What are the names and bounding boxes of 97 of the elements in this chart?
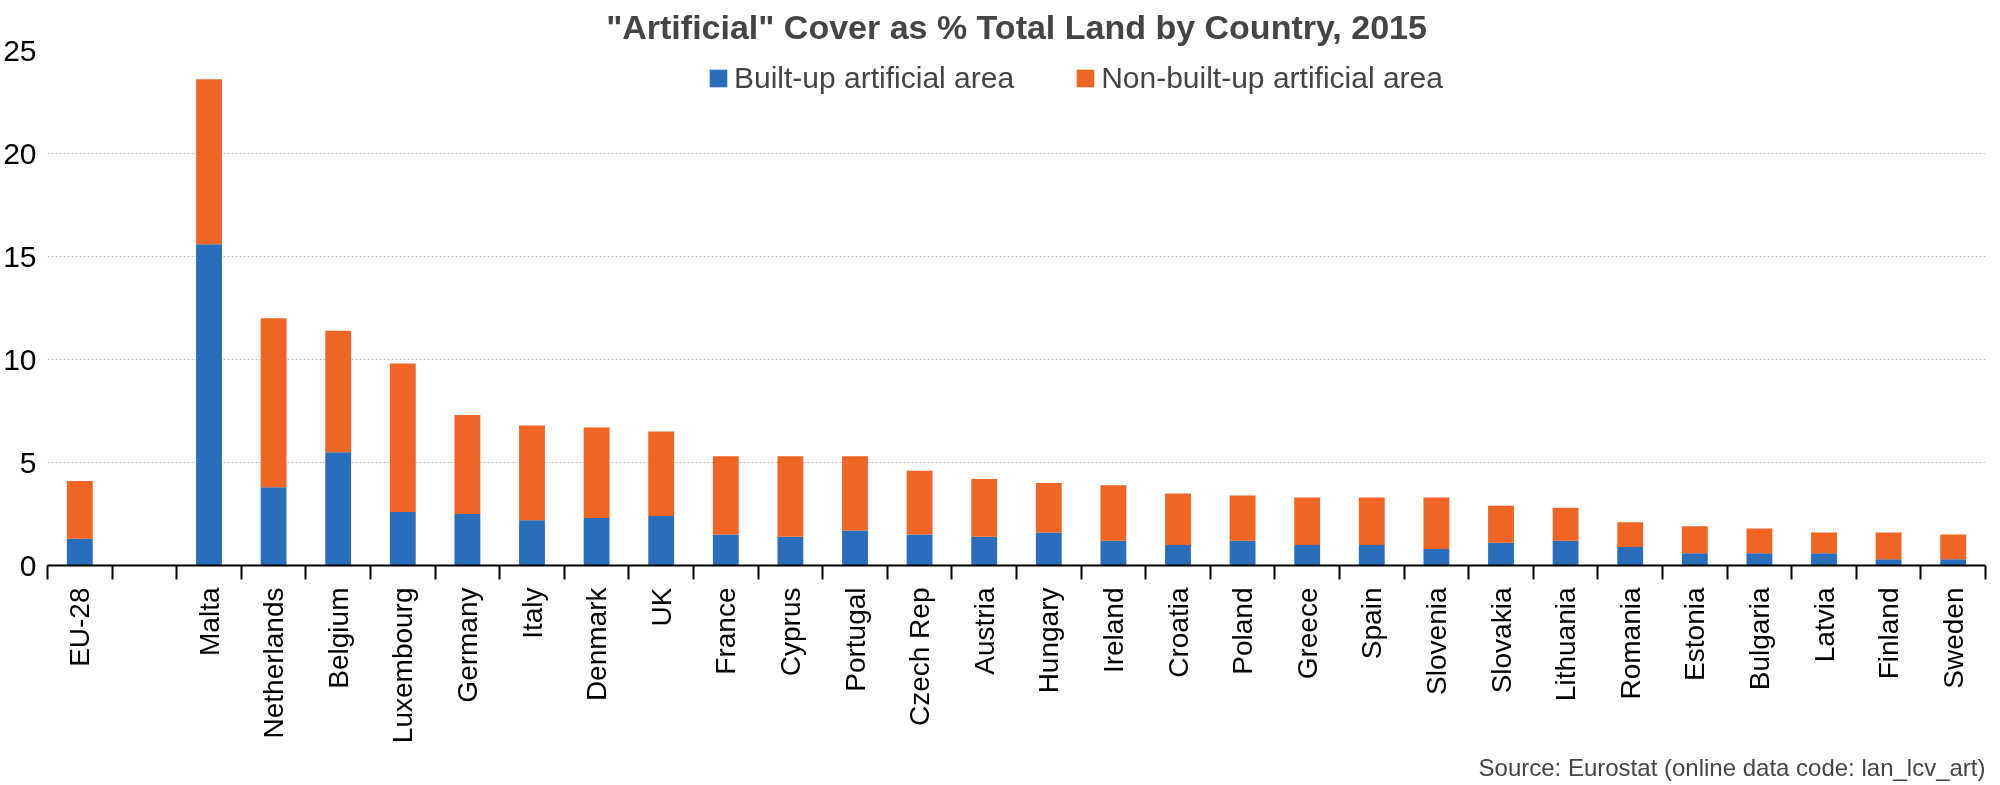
bar <box>1165 544 1191 566</box>
bar <box>712 456 739 535</box>
bar <box>971 478 998 537</box>
x-tick-label: Poland <box>1227 587 1259 675</box>
bar <box>1811 532 1837 554</box>
y-tick-label: 15 <box>3 239 37 273</box>
x-tick-label: Latvia <box>1808 587 1840 663</box>
bar <box>842 530 868 566</box>
x-tick-label: Greece <box>1291 587 1323 680</box>
bar <box>1617 522 1644 547</box>
bar <box>454 514 481 566</box>
x-tick-label: Finland <box>1873 587 1905 680</box>
bar <box>1681 553 1708 566</box>
bar <box>260 487 287 566</box>
bar <box>66 538 93 566</box>
x-tick-label: Hungary <box>1033 587 1065 694</box>
bar <box>1552 507 1579 541</box>
bar <box>648 516 675 566</box>
bar <box>1100 485 1127 541</box>
x-tick-label: Belgium <box>322 587 354 689</box>
bar <box>196 244 222 566</box>
bar <box>1358 544 1385 566</box>
bar <box>1488 505 1514 543</box>
y-tick-label: 10 <box>3 342 37 376</box>
bar <box>1165 493 1191 545</box>
bar <box>1229 495 1256 541</box>
x-tick-label: UK <box>645 587 677 627</box>
bar <box>777 456 804 537</box>
bar <box>325 452 352 566</box>
bar <box>454 415 481 514</box>
x-tick-label: Austria <box>968 587 1000 675</box>
x-tick-label: Denmark <box>581 586 613 702</box>
bar <box>1681 526 1708 554</box>
bar <box>1811 553 1837 566</box>
bar <box>519 520 545 566</box>
bar <box>1035 483 1062 533</box>
bar <box>1617 546 1644 566</box>
y-tick-label: 5 <box>19 445 37 479</box>
x-tick-label: Czech Rep <box>904 587 936 727</box>
x-tick-label: Croatia <box>1162 587 1194 678</box>
bar <box>1100 540 1127 566</box>
x-tick-label: Lithuania <box>1550 587 1582 702</box>
bar <box>906 470 933 535</box>
bar <box>583 518 610 566</box>
bar <box>1358 497 1385 545</box>
chart-title: "Artificial" Cover as % Total Land by Country, 2015 <box>606 7 1427 46</box>
bar <box>583 427 610 519</box>
bar <box>325 330 352 453</box>
x-tick-label: Slovenia <box>1420 587 1452 695</box>
x-tick-label: Italy <box>516 587 548 639</box>
x-tick-label: Bulgaria <box>1743 587 1775 691</box>
bar <box>196 79 222 245</box>
bar <box>1875 559 1902 566</box>
y-tick-label: 0 <box>19 548 37 582</box>
x-tick-label: Malta <box>193 587 225 656</box>
x-tick-label: Cyprus <box>774 587 806 677</box>
bar <box>519 425 545 521</box>
x-tick-label: Germany <box>451 587 483 703</box>
bar <box>1423 549 1450 566</box>
bar <box>1875 532 1902 560</box>
bar <box>842 456 868 531</box>
x-tick-label: Estonia <box>1679 587 1711 681</box>
bar <box>389 511 416 566</box>
legend-label: Non-built-up artificial area <box>1101 61 1443 95</box>
x-tick-label: Portugal <box>839 587 871 692</box>
bar <box>1940 534 1967 560</box>
bar <box>1746 528 1773 554</box>
bar <box>712 534 739 566</box>
bar <box>1294 544 1321 566</box>
x-tick-label: Netherlands <box>258 587 290 739</box>
y-tick-label: 20 <box>3 136 37 170</box>
x-tick-label: France <box>710 587 742 675</box>
x-tick-label: Sweden <box>1937 587 1969 689</box>
y-tick-label: 25 <box>3 33 37 67</box>
bar <box>1488 542 1514 566</box>
bar <box>389 363 416 512</box>
x-tick-label: Ireland <box>1097 587 1129 674</box>
bar <box>777 536 804 566</box>
x-tick-label: Slovakia <box>1485 587 1517 694</box>
bar <box>1294 497 1321 545</box>
bar <box>1746 553 1773 566</box>
source-note: Source: Eurostat (online data code: lan_lcv_art) <box>1478 753 1986 781</box>
bar <box>1229 540 1256 566</box>
bar <box>66 481 93 539</box>
bar <box>648 431 675 517</box>
x-tick-label: Spain <box>1356 587 1388 660</box>
bar <box>260 318 287 488</box>
bar <box>1552 540 1579 566</box>
legend-label: Built-up artificial area <box>734 61 1015 95</box>
bar <box>1940 559 1967 566</box>
bar <box>906 534 933 566</box>
x-tick-label: Romania <box>1614 587 1646 700</box>
bar <box>1423 497 1450 550</box>
x-tick-label: EU-28 <box>64 587 96 667</box>
bar <box>971 536 998 566</box>
bar <box>1035 532 1062 566</box>
x-tick-label: Luxembourg <box>387 587 419 744</box>
